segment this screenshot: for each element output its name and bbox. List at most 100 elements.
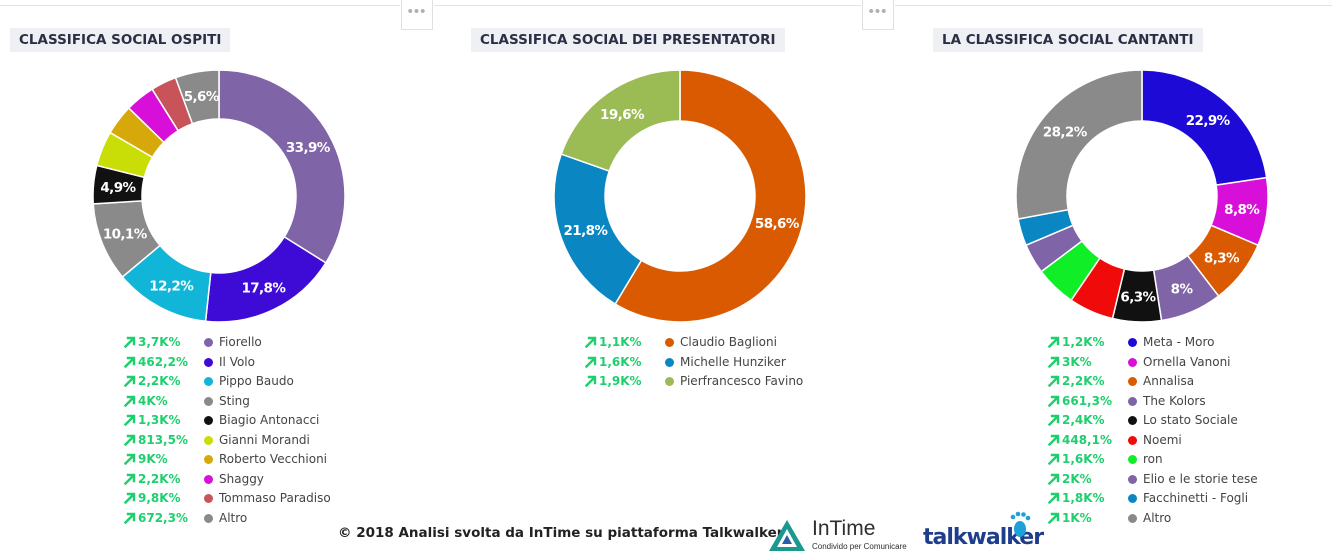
legend-label: Fiorello (219, 335, 262, 349)
legend-swatch (1128, 474, 1137, 484)
top-divider (0, 5, 400, 6)
legend-trend: 462,2% (123, 353, 194, 373)
legend-trend: 1,1K% (584, 333, 655, 353)
legend-swatch (1128, 357, 1137, 367)
legend-swatch (204, 377, 213, 386)
legend-trend: 1,9K% (584, 372, 655, 392)
legend-trend-value: 1,2K% (1062, 335, 1105, 349)
legend-trend-value: 4K% (138, 393, 168, 408)
legend-swatch (204, 513, 213, 523)
trend-up-arrow-icon (584, 372, 599, 392)
donut-chart-ospiti: 33,9% 17,8% 12,2% 10,1% 4,9% 5,6% (92, 69, 346, 323)
top-divider (434, 5, 861, 6)
legend-label: Biagio Antonacci (219, 413, 320, 427)
legend-swatch (1128, 455, 1137, 464)
legend-trend-value: 2,2K% (138, 471, 181, 486)
legend-swatch (1128, 435, 1137, 445)
trend-up-arrow-icon (1047, 431, 1062, 451)
legend-label: The Kolors (1143, 393, 1206, 408)
legend-swatch (1128, 338, 1137, 347)
intime-logo-text: InTime (812, 517, 876, 540)
pie-slice[interactable] (1015, 69, 1143, 220)
intime-logo-icon (769, 520, 805, 551)
legend-label: Elio e le storie tese (1143, 471, 1258, 486)
pie-slice[interactable] (1141, 69, 1268, 186)
legend-trend-value: 9,8K% (138, 491, 181, 505)
chart-panel-cantanti: LA CLASSIFICA SOCIAL CANTANTI 22,9% 8,8% 8… (895, 0, 1332, 530)
legend-trend: 2,2K% (123, 372, 194, 392)
legend-trend-value: 1,3K% (138, 413, 181, 427)
legend-trend: 3K% (1047, 353, 1118, 373)
trend-up-arrow-icon (123, 353, 138, 373)
legend-trend-value: 448,1% (1062, 432, 1112, 447)
legend-trend-value: 661,3% (1062, 393, 1112, 408)
legend-trend: 672,3% (123, 509, 194, 529)
legend-label: Ornella Vanoni (1143, 354, 1231, 369)
legend-swatch (1128, 494, 1137, 503)
legend-label: Sting (219, 393, 250, 408)
intime-logo-tagline: Condivido per Comunicare (812, 542, 907, 551)
legend-trend-value: 2K% (1062, 471, 1092, 486)
trend-up-arrow-icon (584, 333, 599, 353)
legend-trend-value: 813,5% (138, 432, 188, 447)
legend-trend: 2,2K% (123, 470, 194, 490)
trend-up-arrow-icon (123, 489, 138, 509)
trend-up-arrow-icon (584, 353, 599, 373)
trend-up-arrow-icon (123, 431, 138, 451)
legend-trend-value: 462,2% (138, 354, 188, 369)
trend-up-arrow-icon (123, 392, 138, 412)
legend-trend-value: 1,8K% (1062, 491, 1105, 505)
legend-label: Meta - Moro (1143, 335, 1215, 349)
legend-label: Roberto Vecchioni (219, 452, 328, 466)
slice-data-label: 22,9% (1186, 113, 1231, 129)
slice-data-label: 17,8% (241, 280, 286, 296)
chart-panel-presentatori: CLASSIFICA SOCIAL DEI PRESENTATORI 58,6%… (434, 0, 861, 530)
pie-slice[interactable] (614, 69, 807, 323)
chart-title: CLASSIFICA SOCIAL OSPITI (10, 28, 231, 52)
slice-data-label: 10,1% (103, 227, 148, 243)
pie-slice[interactable] (174, 69, 220, 125)
legend-swatch (1128, 416, 1137, 425)
donut-chart-presentatori: 58,6% 21,8% 19,6% (553, 69, 807, 323)
legend-trend: 9,8K% (123, 489, 194, 509)
trend-up-arrow-icon (1047, 353, 1062, 373)
pie-slice[interactable] (560, 69, 681, 172)
trend-up-arrow-icon (123, 372, 138, 392)
slice-data-label: 4,9% (100, 180, 136, 196)
legend-label: Tommaso Paradiso (219, 491, 331, 505)
legend-trend-value: 2,2K% (1062, 374, 1105, 388)
intime-logo: InTime Condivido per Comunicare (767, 516, 917, 554)
legend-trend: 9K% (123, 450, 194, 470)
legend-label: Michelle Hunziker (680, 354, 786, 369)
pie-slice[interactable] (218, 69, 346, 264)
legend-trend-value: 1,9K% (599, 374, 642, 388)
chart-title: CLASSIFICA SOCIAL DEI PRESENTATORI (471, 28, 785, 52)
legend-label: Facchinetti - Fogli (1143, 491, 1249, 505)
trend-up-arrow-icon (1047, 489, 1062, 509)
legend-trend-value: 2,2K% (138, 374, 181, 388)
slice-data-label: 8% (1171, 281, 1194, 297)
slice-data-label: 33,9% (286, 140, 331, 156)
legend-label: ron (1143, 452, 1163, 466)
legend-swatch (204, 396, 213, 406)
legend-label: Shaggy (219, 471, 264, 486)
legend-label: Pippo Baudo (219, 374, 294, 388)
slice-data-label: 12,2% (149, 279, 194, 295)
trend-up-arrow-icon (1047, 392, 1062, 412)
legend-trend: 1,8K% (1047, 489, 1118, 509)
legend-trend: 2K% (1047, 470, 1118, 490)
slice-data-label: 58,6% (755, 216, 800, 232)
legend-swatch (665, 377, 674, 386)
more-options-icon[interactable]: ••• (401, 0, 433, 30)
legend-swatch (204, 338, 213, 347)
legend-trend-value: 1,6K% (599, 354, 642, 369)
legend-trend: 1,6K% (1047, 450, 1118, 470)
legend-label: Noemi (1143, 432, 1182, 447)
legend-trend-value: 1,6K% (1062, 452, 1105, 466)
trend-up-arrow-icon (1047, 411, 1062, 431)
trend-up-arrow-icon (1047, 509, 1062, 529)
legend-label: Annalisa (1143, 374, 1195, 388)
more-options-icon[interactable]: ••• (862, 0, 894, 30)
trend-up-arrow-icon (1047, 470, 1062, 490)
trend-up-arrow-icon (123, 411, 138, 431)
